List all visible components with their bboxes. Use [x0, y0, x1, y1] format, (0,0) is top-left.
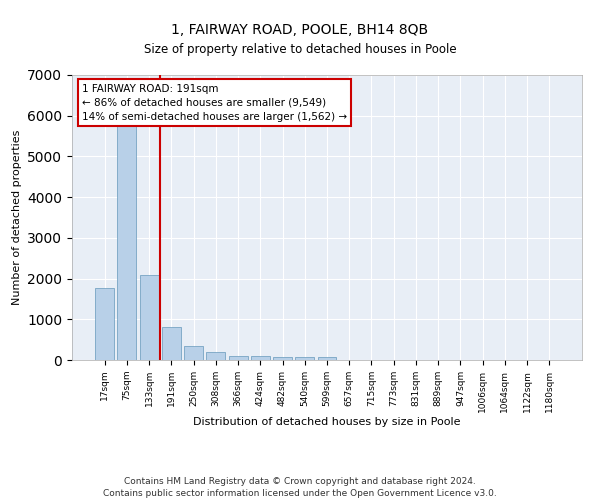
Y-axis label: Number of detached properties: Number of detached properties — [11, 130, 22, 305]
X-axis label: Distribution of detached houses by size in Poole: Distribution of detached houses by size … — [193, 418, 461, 428]
Bar — [317, 358, 337, 360]
Text: 1, FAIRWAY ROAD, POOLE, BH14 8QB: 1, FAIRWAY ROAD, POOLE, BH14 8QB — [172, 22, 428, 36]
Text: Contains public sector information licensed under the Open Government Licence v3: Contains public sector information licen… — [103, 489, 497, 498]
Bar — [162, 328, 181, 360]
Bar — [206, 352, 225, 360]
Bar — [273, 356, 292, 360]
Text: Size of property relative to detached houses in Poole: Size of property relative to detached ho… — [143, 42, 457, 56]
Bar — [251, 356, 270, 360]
Bar — [95, 288, 114, 360]
Bar — [140, 274, 158, 360]
Bar — [229, 356, 248, 360]
Bar — [295, 357, 314, 360]
Bar — [184, 346, 203, 360]
Text: Contains HM Land Registry data © Crown copyright and database right 2024.: Contains HM Land Registry data © Crown c… — [124, 478, 476, 486]
Bar — [118, 124, 136, 360]
Text: 1 FAIRWAY ROAD: 191sqm
← 86% of detached houses are smaller (9,549)
14% of semi-: 1 FAIRWAY ROAD: 191sqm ← 86% of detached… — [82, 84, 347, 122]
